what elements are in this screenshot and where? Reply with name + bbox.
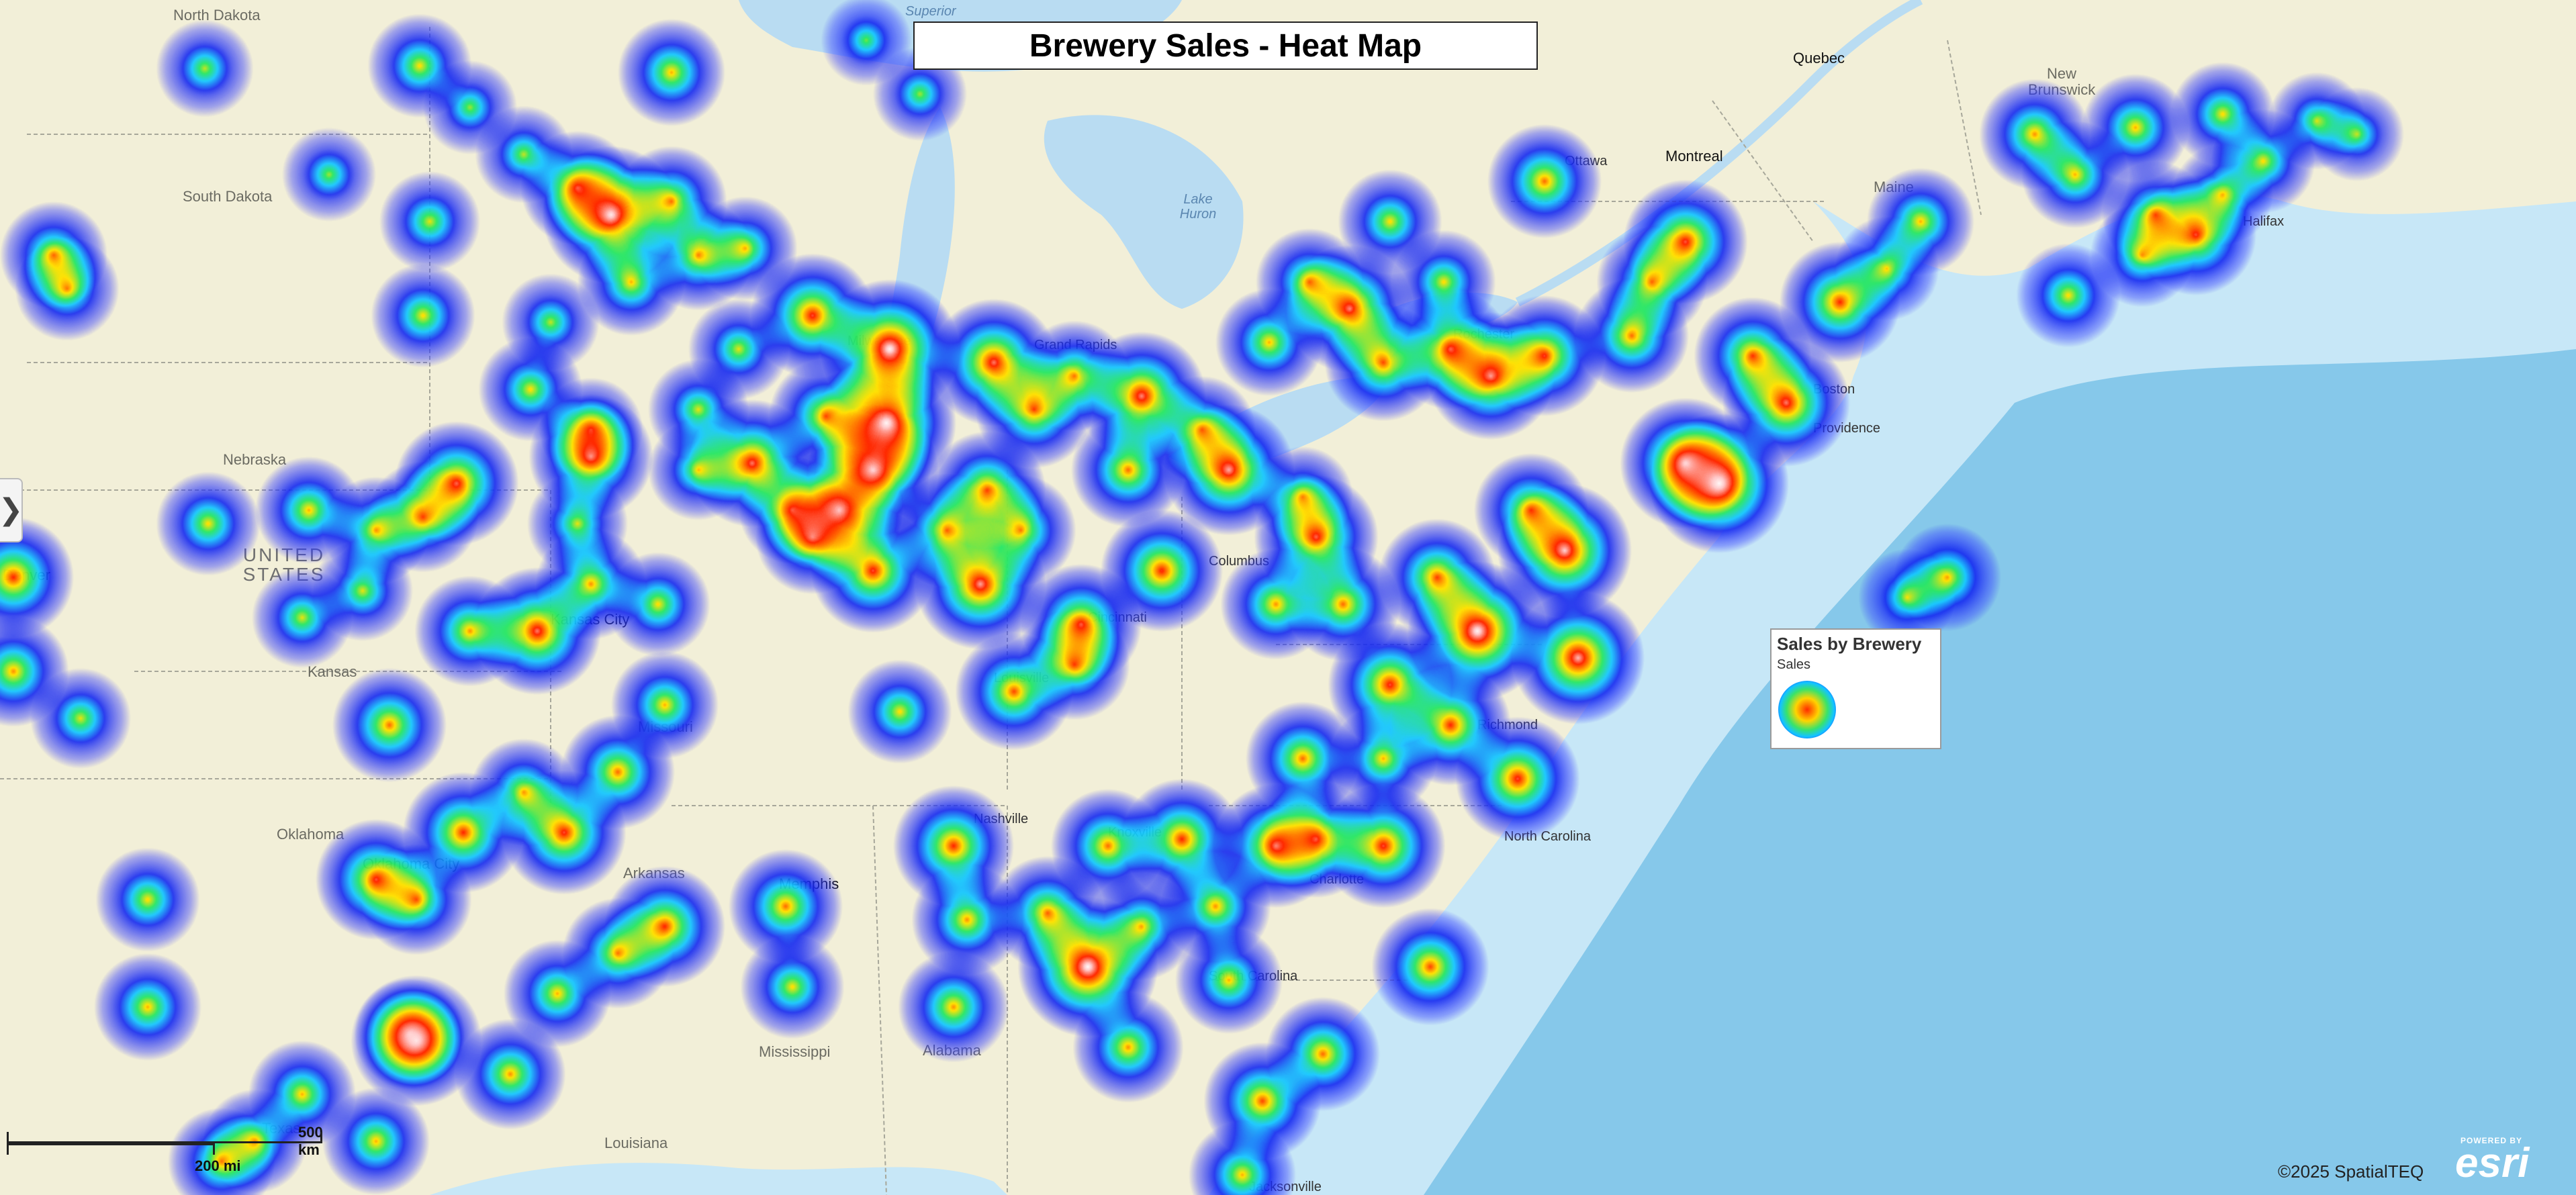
map-title: Brewery Sales - Heat Map bbox=[1029, 28, 1422, 64]
scale-bar: 500 km 200 mi bbox=[7, 1122, 323, 1176]
map-title-box: Brewery Sales - Heat Map bbox=[913, 21, 1538, 70]
label-missouri: Missouri bbox=[638, 718, 693, 735]
label-jacksonville: Jacksonville bbox=[1249, 1180, 1322, 1194]
label-louisiana: Louisiana bbox=[604, 1135, 668, 1151]
label-united-states: UNITED STATES bbox=[242, 544, 326, 585]
scale-km-label: 500 km bbox=[298, 1124, 323, 1158]
label-memphis: Memphis bbox=[779, 875, 839, 892]
label-nebraska: Nebraska bbox=[223, 451, 287, 468]
legend-title: Sales by Brewery bbox=[1777, 634, 1922, 654]
label-maine: Maine bbox=[1874, 179, 1914, 195]
scale-tick-km bbox=[320, 1132, 322, 1143]
scale-mi-label: 200 mi bbox=[195, 1157, 241, 1174]
label-grand-rapids: Grand Rapids bbox=[1034, 338, 1117, 352]
label-kansas: Kansas bbox=[308, 663, 357, 680]
label-milwaukee: Milwaukee bbox=[847, 334, 911, 348]
label-cincinnati: Cincinnati bbox=[1088, 610, 1147, 625]
label-louisville: Louisville bbox=[994, 671, 1050, 685]
esri-logo-text: esri bbox=[2455, 1140, 2530, 1186]
label-knoxville: Knoxville bbox=[1108, 825, 1162, 840]
label-rochester: Rochester bbox=[1453, 327, 1515, 342]
label-charlotte: Charlotte bbox=[1309, 872, 1365, 887]
label-nashville: Nashville bbox=[974, 812, 1029, 826]
label-oklahoma-city: Oklahoma City bbox=[363, 855, 460, 872]
label-alabama: Alabama bbox=[923, 1042, 981, 1059]
heat-symbol-icon bbox=[1778, 681, 1836, 738]
label-providence: Providence bbox=[1813, 421, 1881, 436]
label-south-dakota: South Dakota bbox=[183, 188, 273, 205]
legend-panel: Sales by Brewery Sales bbox=[1770, 628, 1941, 749]
label-lake-huron: Lake Huron bbox=[1179, 192, 1217, 222]
scale-mi-line bbox=[7, 1143, 215, 1145]
label-north-carolina: North Carolina bbox=[1504, 829, 1591, 844]
label-denver: Denver bbox=[3, 567, 50, 583]
label-montreal: Montreal bbox=[1665, 148, 1723, 164]
label-new-brunswick: New Brunswick bbox=[2028, 65, 2096, 99]
label-richmond: Richmond bbox=[1477, 718, 1538, 732]
label-kansas-city: Kansas City bbox=[551, 611, 630, 628]
copyright-text: ©2025 SpatialTEQ bbox=[2278, 1161, 2424, 1182]
label-quebec: Quebec bbox=[1793, 50, 1845, 66]
esri-logo[interactable]: POWERED BY esri bbox=[2455, 1136, 2542, 1190]
label-columbus: Columbus bbox=[1209, 554, 1270, 569]
label-oklahoma: Oklahoma bbox=[277, 826, 344, 843]
side-panel-toggle-button[interactable]: ❯ bbox=[0, 478, 23, 542]
chevron-right-icon: ❯ bbox=[0, 493, 24, 526]
label-arkansas: Arkansas bbox=[623, 865, 685, 881]
label-halifax: Halifax bbox=[2243, 214, 2285, 229]
label-boston: Boston bbox=[1813, 382, 1855, 397]
label-superior: Superior bbox=[905, 4, 956, 19]
label-south-carolina: South Carolina bbox=[1209, 969, 1298, 984]
powered-by-label: POWERED BY bbox=[2460, 1136, 2523, 1145]
legend-subtitle: Sales bbox=[1777, 657, 1811, 672]
label-ottawa: Ottawa bbox=[1565, 154, 1608, 169]
label-north-dakota: North Dakota bbox=[173, 7, 261, 23]
scale-km-line bbox=[7, 1141, 322, 1143]
label-mississippi: Mississippi bbox=[759, 1043, 831, 1060]
scale-tick-mi bbox=[213, 1143, 215, 1155]
